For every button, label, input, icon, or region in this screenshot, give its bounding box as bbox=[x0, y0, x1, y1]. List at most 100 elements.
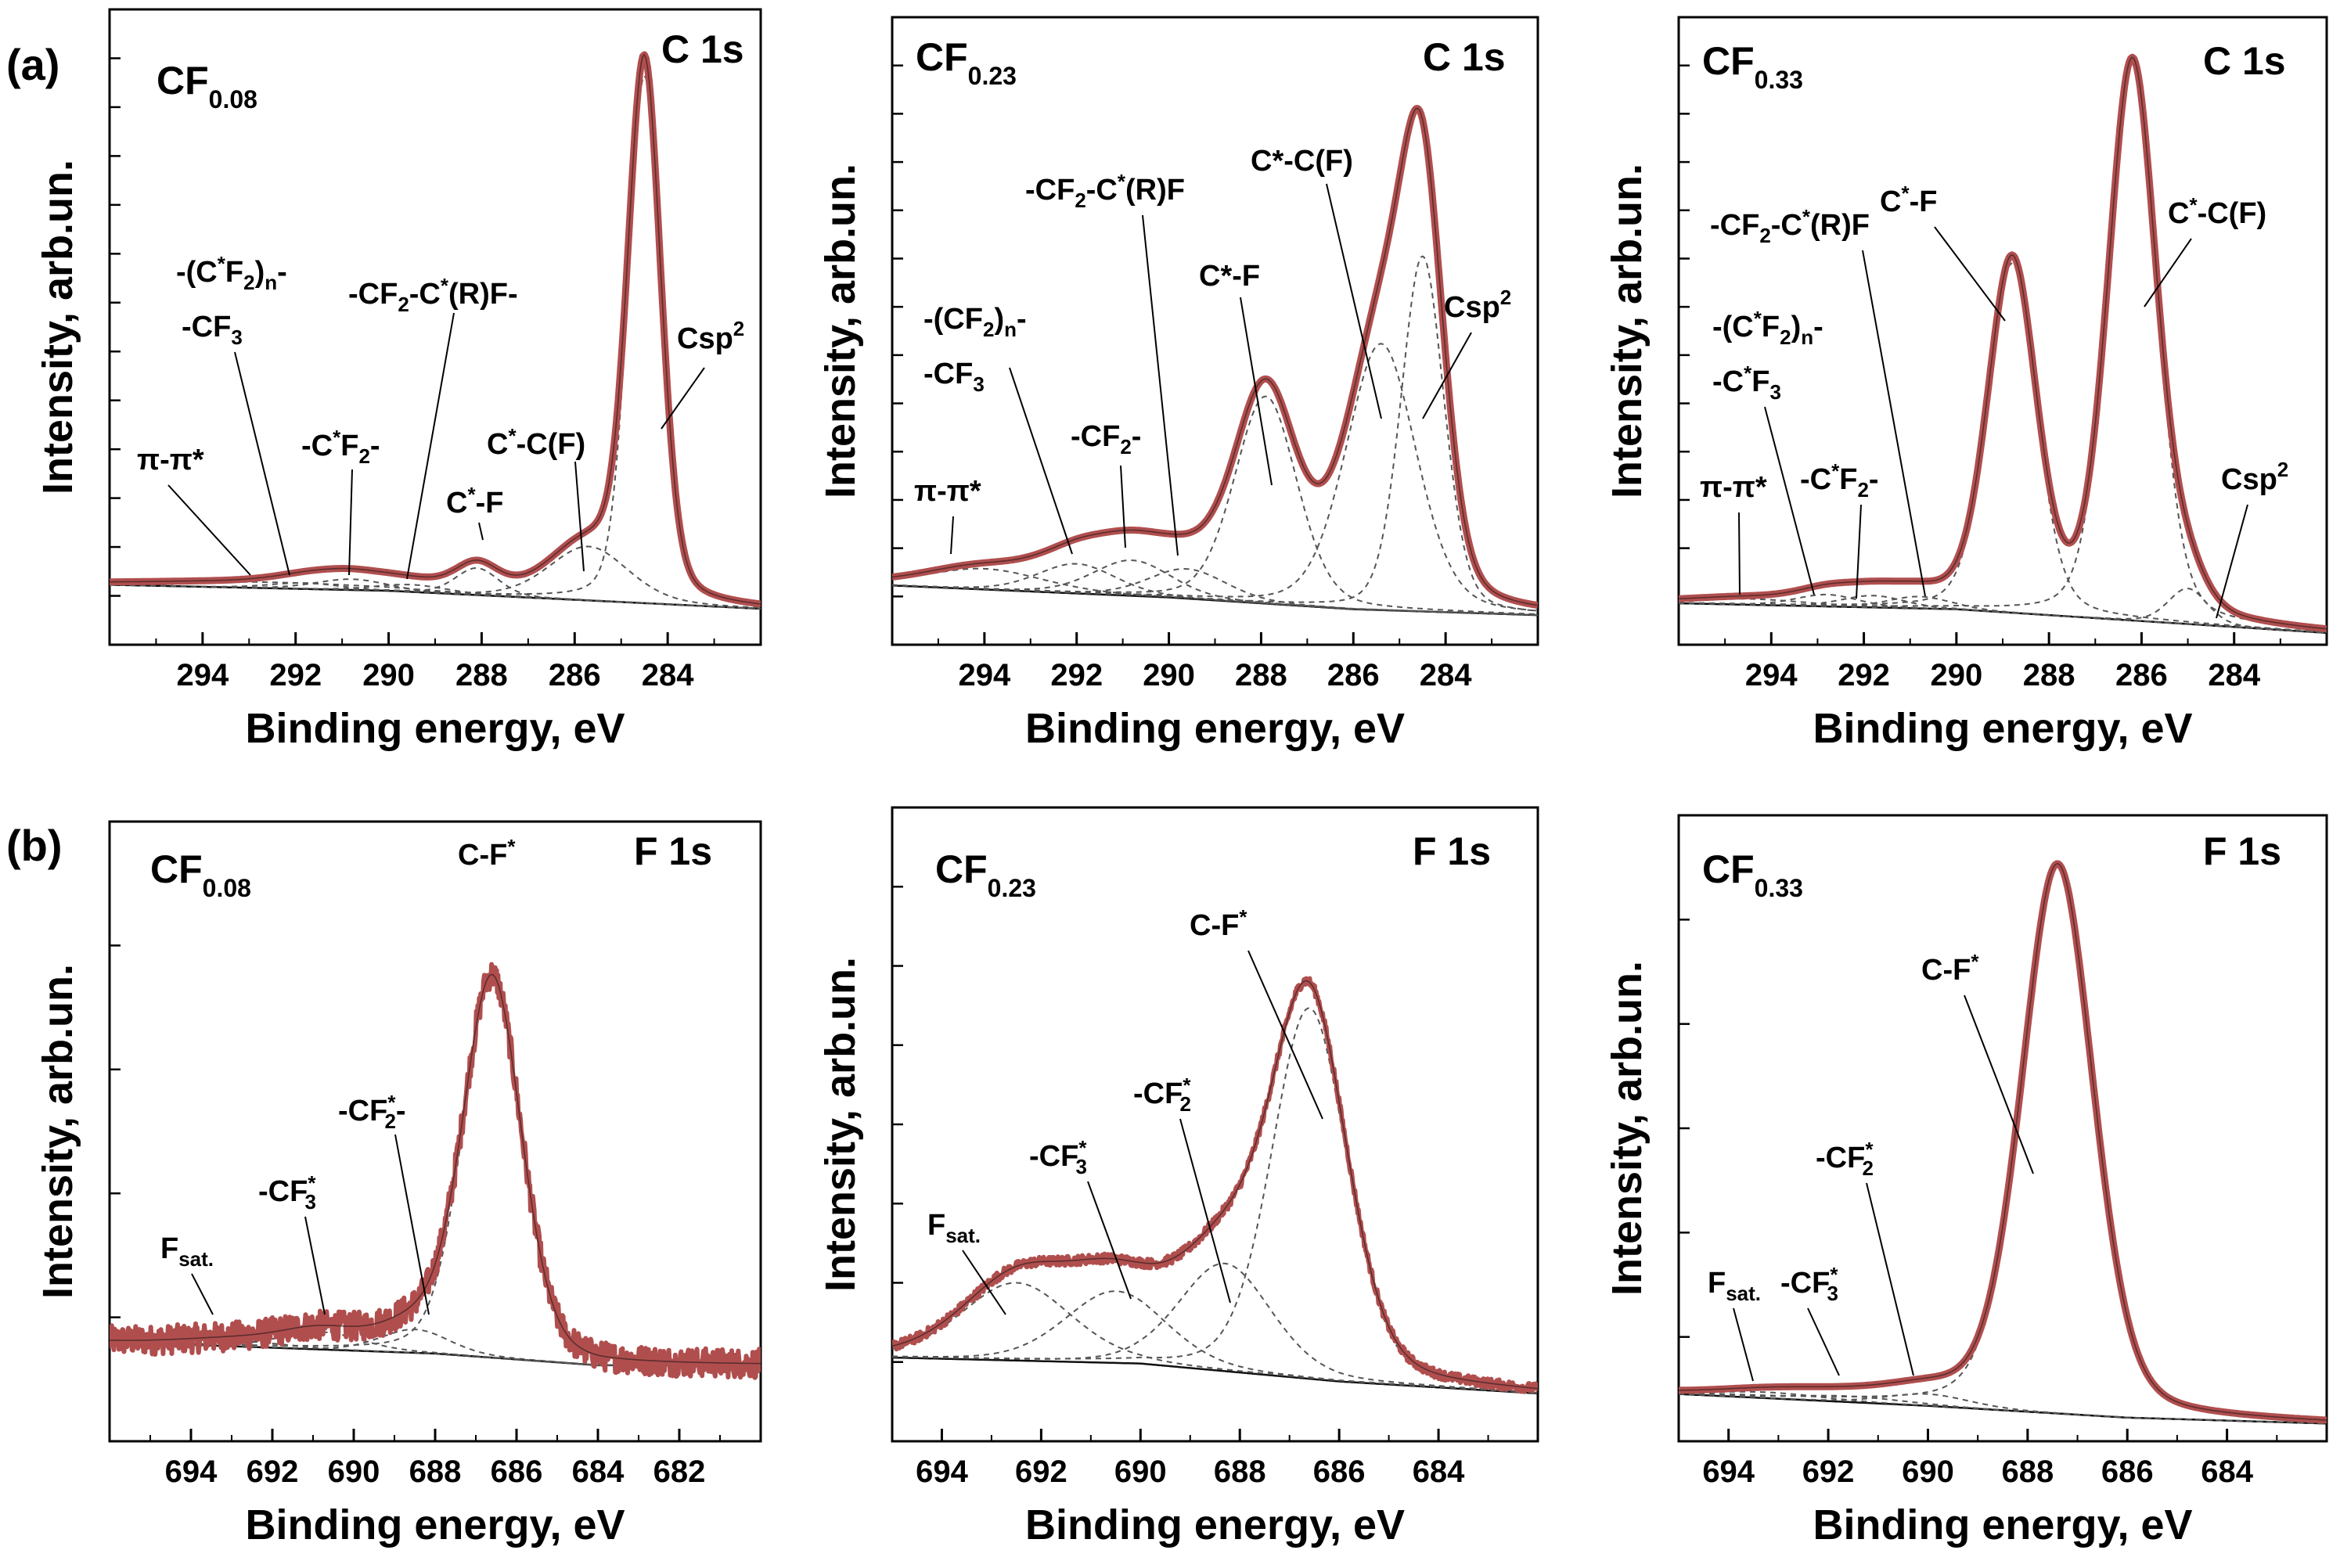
component-peak bbox=[1679, 863, 2327, 1422]
fit-envelope bbox=[110, 973, 761, 1365]
arrow-cf2 bbox=[1866, 1182, 1914, 1376]
x-tick-label: 686 bbox=[2101, 1455, 2154, 1489]
annot-cf2crf: -CF2-C*(R)F- bbox=[348, 274, 518, 316]
measured-spectrum bbox=[892, 105, 1538, 610]
x-tick-label: 688 bbox=[409, 1455, 462, 1489]
annot-cf2n: -(CF2)n- bbox=[923, 303, 1027, 341]
component-peak bbox=[892, 1262, 1538, 1394]
x-tick-label: 690 bbox=[1902, 1455, 1954, 1489]
annot-cf3: -CF3 bbox=[923, 358, 985, 396]
y-axis-title: Intensity, arb.un. bbox=[34, 160, 81, 494]
arrow-pipi bbox=[950, 516, 954, 555]
annot-cf3: -CF* 3 bbox=[1780, 1263, 1838, 1305]
arrow-cf3 bbox=[234, 351, 290, 576]
arrow-pipi bbox=[167, 484, 251, 576]
arrow-cf2crf bbox=[1142, 214, 1179, 556]
peak-annotations: Fsat. -CF* 3 -CF* 2 C-F* bbox=[927, 905, 1323, 1315]
annot-csp2: Csp2 bbox=[1444, 286, 1511, 324]
component-peak bbox=[1679, 598, 2327, 634]
x-tick-label: 290 bbox=[1143, 658, 1195, 692]
sample-label: CF0.33 bbox=[1702, 847, 1803, 902]
core-level-label: F 1s bbox=[634, 829, 712, 873]
annot-ccf: C*-C(F) bbox=[2168, 193, 2266, 230]
annot-cf: C*-F bbox=[1199, 260, 1260, 293]
panel-f1s-cf008: 694 692 690 688 686 684 682 Binding energy, eV I… bbox=[34, 820, 762, 1548]
y-axis-title: Intensity, arb.un. bbox=[1604, 961, 1651, 1296]
x-tick-label: 694 bbox=[916, 1455, 968, 1489]
x-axis-title: Binding energy, eV bbox=[1813, 705, 2192, 752]
arrow-cf3 bbox=[1807, 1307, 1840, 1376]
component-peak bbox=[892, 559, 1538, 616]
x-tick-label: 692 bbox=[1802, 1455, 1855, 1489]
sample-label: CF0.23 bbox=[916, 35, 1017, 90]
x-tick-label: 294 bbox=[958, 658, 1010, 692]
component-peak bbox=[110, 567, 761, 610]
x-tick-label: 292 bbox=[1050, 658, 1103, 692]
peak-annotations: Fsat. -CF* 3 -CF* 2- C-F* bbox=[160, 835, 516, 1315]
annot-pipi: π-π* bbox=[137, 444, 204, 477]
row-label-a: (a) bbox=[6, 40, 59, 89]
x-tick-label: 688 bbox=[2001, 1455, 2054, 1489]
component-peak bbox=[892, 395, 1538, 615]
sample-label: CF0.08 bbox=[157, 59, 257, 113]
x-tick-label: 688 bbox=[1214, 1455, 1266, 1489]
core-level-label: C 1s bbox=[661, 27, 744, 71]
arrow-ccf bbox=[2144, 238, 2192, 307]
annot-cf3: -CF3 bbox=[182, 311, 243, 349]
x-tick-label: 686 bbox=[1313, 1455, 1366, 1489]
x-axis-title: Binding energy, eV bbox=[1025, 1501, 1405, 1548]
arrow-csp2 bbox=[1422, 332, 1472, 419]
annot-cf: C-F* bbox=[458, 835, 516, 872]
annot-cf2crf: -CF2-C*(R)F bbox=[1025, 170, 1185, 212]
arrow-cf3 bbox=[1087, 1181, 1132, 1300]
sample-label: CF0.23 bbox=[935, 847, 1036, 902]
arrow-cf3 bbox=[1764, 406, 1815, 595]
arrow-cf bbox=[1964, 994, 2034, 1174]
annot-cf3: -CF* 3 bbox=[258, 1171, 316, 1214]
component-peak bbox=[892, 1290, 1538, 1394]
component-peak bbox=[1679, 262, 2327, 633]
annot-fsat: Fsat. bbox=[160, 1232, 214, 1271]
x-tick-label: 284 bbox=[2208, 658, 2260, 692]
sample-label: CF0.33 bbox=[1702, 39, 1803, 94]
y-axis-title: Intensity, arb.un. bbox=[1604, 164, 1651, 498]
arrow-cf2 bbox=[1856, 504, 1862, 599]
component-peak bbox=[110, 1331, 761, 1366]
component-peak bbox=[892, 567, 1538, 616]
peak-annotations: π-π* -(CF2)n- -CF3 -CF2- -CF2-C*(R)F C*-… bbox=[914, 145, 1511, 556]
fit-envelope bbox=[892, 107, 1538, 606]
x-tick-label: 686 bbox=[491, 1455, 543, 1489]
core-level-label: F 1s bbox=[2203, 829, 2281, 873]
fit-envelope bbox=[1679, 863, 2327, 1421]
component-peak bbox=[110, 74, 761, 606]
x-tick-label: 292 bbox=[269, 658, 322, 692]
x-tick-label: 292 bbox=[1838, 658, 1890, 692]
arrow-pipi bbox=[1738, 512, 1741, 595]
x-tick-label: 694 bbox=[165, 1455, 218, 1489]
component-peak bbox=[892, 343, 1538, 612]
arrow-cf2 bbox=[1179, 1118, 1231, 1304]
x-axis-title: Binding energy, eV bbox=[245, 1501, 625, 1548]
x-tick-label: 692 bbox=[1015, 1455, 1067, 1489]
x-tick-label: 286 bbox=[549, 658, 601, 692]
peak-annotations: π-π* -(C*F2)n- -CF3 -C*F2- -CF2-C*(R)F- … bbox=[137, 252, 744, 580]
x-tick-label: 284 bbox=[642, 658, 694, 692]
x-tick-label: 692 bbox=[247, 1455, 299, 1489]
arrow-cf2crf bbox=[1862, 250, 1926, 597]
annot-cf: C*-F bbox=[446, 483, 503, 520]
x-tick-label: 294 bbox=[1745, 658, 1798, 692]
annot-csp2: Csp2 bbox=[2221, 458, 2288, 496]
x-tick-label: 684 bbox=[2201, 1455, 2253, 1489]
arrow-cf bbox=[1240, 297, 1273, 486]
measured-spectrum bbox=[1679, 860, 2327, 1424]
peak-annotations: π-π* -(C*F2)n- -C*F3 -C*F2- -CF2-C*(R)F … bbox=[1700, 182, 2288, 619]
arrow-cf2 bbox=[348, 469, 353, 576]
x-tick-label: 690 bbox=[1114, 1455, 1167, 1489]
core-level-label: F 1s bbox=[1413, 829, 1491, 873]
arrow-cf bbox=[478, 522, 484, 541]
annot-ccf: C*-C(F) bbox=[1251, 145, 1353, 178]
annot-cf: C-F* bbox=[1190, 905, 1247, 942]
core-level-label: C 1s bbox=[2203, 39, 2286, 83]
annot-cf2: -CF* 2- bbox=[338, 1091, 406, 1133]
